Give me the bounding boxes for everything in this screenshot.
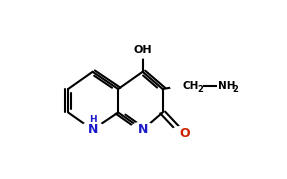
Circle shape — [170, 78, 195, 93]
Circle shape — [130, 43, 155, 58]
Text: CH: CH — [183, 81, 199, 91]
Text: 2: 2 — [232, 85, 238, 94]
Circle shape — [206, 78, 230, 93]
Circle shape — [80, 122, 105, 137]
Text: N: N — [137, 123, 148, 136]
Text: H: H — [89, 115, 96, 124]
Circle shape — [170, 126, 195, 141]
Circle shape — [130, 122, 155, 137]
Text: O: O — [180, 127, 190, 140]
Text: NH: NH — [218, 81, 236, 91]
Text: OH: OH — [133, 45, 152, 55]
Text: N: N — [88, 123, 98, 136]
Text: 2: 2 — [198, 85, 204, 94]
